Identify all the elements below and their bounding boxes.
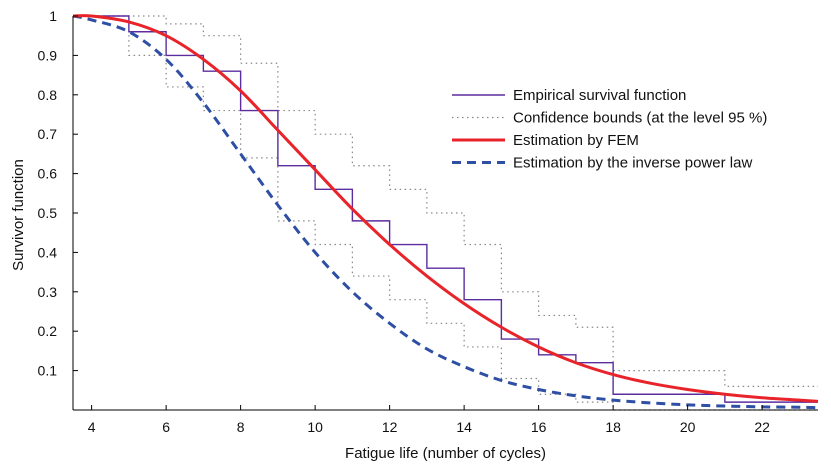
- x-tick-label: 6: [162, 419, 170, 435]
- legend-label: Estimation by the inverse power law: [513, 155, 752, 172]
- y-axis-label: Survivor function: [10, 159, 27, 271]
- x-axis-label: Fatigue life (number of cycles): [345, 445, 546, 462]
- legend-label: Confidence bounds (at the level 95 %): [513, 110, 767, 127]
- y-tick-label: 0.4: [38, 244, 58, 260]
- y-tick-label: 0.9: [38, 47, 58, 63]
- y-tick-label: 0.1: [38, 363, 58, 379]
- legend-label: Empirical survival function: [513, 87, 686, 104]
- legend-label: Estimation by FEM: [513, 132, 639, 149]
- series-line-2: [73, 15, 818, 411]
- chart-axes: [72, 16, 818, 411]
- x-tick-label: 14: [456, 419, 472, 435]
- y-tick-label: 0.8: [38, 87, 58, 103]
- x-tick-label: 22: [754, 419, 770, 435]
- series-line-0: [73, 15, 818, 403]
- x-tick-label: 8: [237, 419, 245, 435]
- y-tick-label: 0.7: [38, 126, 58, 142]
- chart-ticks: 4 6 8 10 12 14 16 18 20 22 0.1 0.2 0.3 0.4 0.5 0.6 0.7 0.…: [38, 8, 771, 435]
- y-tick-label: 0.5: [38, 205, 58, 221]
- y-tick-label: 1: [49, 8, 57, 24]
- x-tick-label: 4: [88, 419, 96, 435]
- x-tick-label: 18: [605, 419, 621, 435]
- y-tick-label: 0.2: [38, 323, 58, 339]
- y-tick-label: 0.3: [38, 284, 58, 300]
- y-tick-label: 0.6: [38, 166, 58, 182]
- x-tick-label: 20: [680, 419, 696, 435]
- x-tick-label: 10: [307, 419, 323, 435]
- chart-plot-area: [72, 14, 819, 411]
- series-line-1: [73, 15, 818, 387]
- x-tick-label: 12: [382, 419, 398, 435]
- x-tick-label: 16: [531, 419, 547, 435]
- series-line-4: [72, 14, 819, 410]
- series-line-3: [72, 14, 819, 403]
- chart-legend: Empirical survival function Confidence bo…: [452, 87, 767, 172]
